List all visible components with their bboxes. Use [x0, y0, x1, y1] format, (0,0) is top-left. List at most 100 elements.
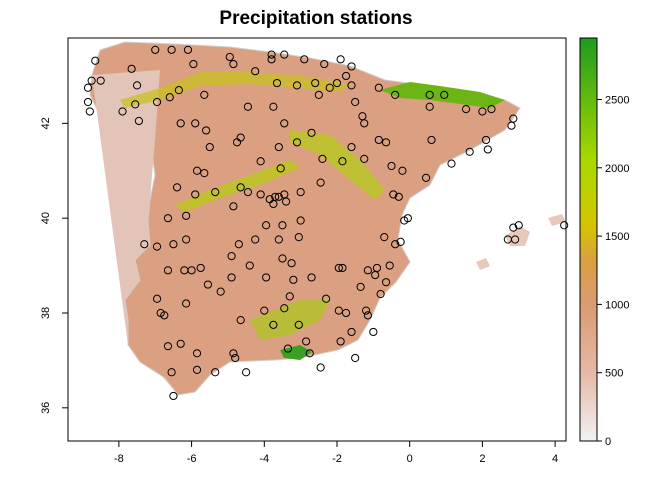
- station-marker: [211, 187, 220, 197]
- station-marker: [440, 90, 449, 99]
- x-tick-label: -8: [114, 453, 124, 465]
- station-marker: [334, 306, 343, 315]
- menorca: [548, 214, 566, 226]
- station-marker: [320, 59, 329, 69]
- station-marker: [347, 142, 356, 152]
- station-marker: [251, 67, 260, 76]
- sierra-nevada: [280, 345, 312, 360]
- station-marker: [191, 119, 200, 128]
- station-marker: [234, 240, 243, 249]
- station-marker: [191, 190, 200, 199]
- y-tick-label: 42: [40, 117, 52, 129]
- station-marker: [182, 211, 191, 220]
- stations-layer: [83, 45, 569, 401]
- station-marker: [318, 154, 327, 163]
- station-marker: [385, 261, 394, 270]
- station-marker: [465, 147, 474, 156]
- station-marker: [421, 173, 431, 182]
- ibiza: [476, 258, 490, 270]
- station-marker: [182, 299, 191, 308]
- station-marker: [169, 391, 178, 401]
- station-marker: [425, 90, 434, 99]
- station-marker: [256, 190, 265, 199]
- station-marker: [163, 214, 173, 223]
- station-marker: [461, 105, 471, 114]
- station-marker: [292, 81, 302, 90]
- station-marker: [167, 368, 176, 377]
- station-marker: [487, 105, 496, 114]
- station-marker: [380, 233, 389, 242]
- station-marker: [269, 102, 278, 111]
- station-marker: [300, 55, 309, 64]
- station-marker: [292, 138, 302, 147]
- legend-tick-label: 1000: [605, 299, 629, 311]
- station-marker: [85, 107, 94, 116]
- station-marker: [227, 251, 236, 261]
- legend-ticks: 0 500 1000 1500 2000 2500: [597, 94, 629, 448]
- station-marker: [216, 287, 225, 296]
- station-marker: [167, 45, 176, 54]
- station-marker: [301, 337, 311, 346]
- legend-colorbar: [579, 37, 598, 442]
- station-marker: [236, 316, 245, 325]
- station-marker: [360, 154, 369, 163]
- station-marker: [118, 107, 127, 116]
- legend-tick-label: 2000: [605, 163, 629, 175]
- station-marker: [131, 100, 140, 109]
- station-marker: [338, 263, 347, 273]
- station-marker: [507, 121, 516, 130]
- station-marker: [87, 76, 96, 85]
- station-marker: [347, 327, 356, 337]
- elevation-legend: 0 500 1000 1500 2000 2500: [579, 37, 629, 448]
- station-marker: [269, 320, 278, 329]
- station-marker: [242, 368, 251, 377]
- x-tick-label: 4: [552, 453, 558, 465]
- station-marker: [372, 263, 382, 273]
- station-marker: [192, 166, 202, 175]
- station-marker: [287, 259, 296, 268]
- station-marker: [83, 83, 93, 92]
- legend-tick-label: 2500: [605, 94, 629, 106]
- station-marker: [294, 233, 303, 242]
- station-marker: [229, 202, 238, 211]
- station-marker: [280, 190, 289, 199]
- station-marker: [447, 159, 456, 168]
- x-tick-label: 2: [479, 453, 485, 465]
- station-marker: [483, 145, 492, 154]
- station-marker: [316, 178, 325, 187]
- station-marker: [211, 368, 220, 377]
- station-marker: [334, 263, 343, 273]
- station-marker: [369, 327, 378, 337]
- station-marker: [274, 142, 283, 152]
- x-tick-label: -2: [332, 453, 342, 465]
- x-tick-label: -6: [187, 453, 197, 465]
- station-marker: [374, 135, 383, 145]
- station-marker: [176, 119, 185, 128]
- station-marker: [229, 59, 238, 69]
- station-marker: [278, 221, 287, 230]
- station-marker: [363, 266, 372, 275]
- station-marker: [196, 263, 205, 273]
- station-marker: [314, 90, 323, 99]
- station-marker: [132, 81, 142, 90]
- station-marker: [341, 308, 351, 318]
- station-marker: [336, 55, 345, 64]
- station-marker: [152, 294, 162, 303]
- y-tick-label: 36: [40, 402, 52, 414]
- station-marker: [151, 45, 160, 54]
- station-marker: [229, 349, 238, 358]
- station-marker: [160, 311, 169, 320]
- station-marker: [236, 183, 245, 192]
- station-marker: [560, 221, 569, 230]
- station-marker: [152, 97, 162, 107]
- station-marker: [280, 50, 289, 59]
- station-marker: [272, 78, 282, 88]
- station-marker: [200, 169, 209, 178]
- station-marker: [376, 289, 385, 299]
- station-marker: [169, 240, 178, 249]
- station-marker: [267, 55, 276, 64]
- station-marker: [225, 52, 234, 62]
- station-marker: [278, 254, 287, 263]
- station-marker: [396, 237, 405, 246]
